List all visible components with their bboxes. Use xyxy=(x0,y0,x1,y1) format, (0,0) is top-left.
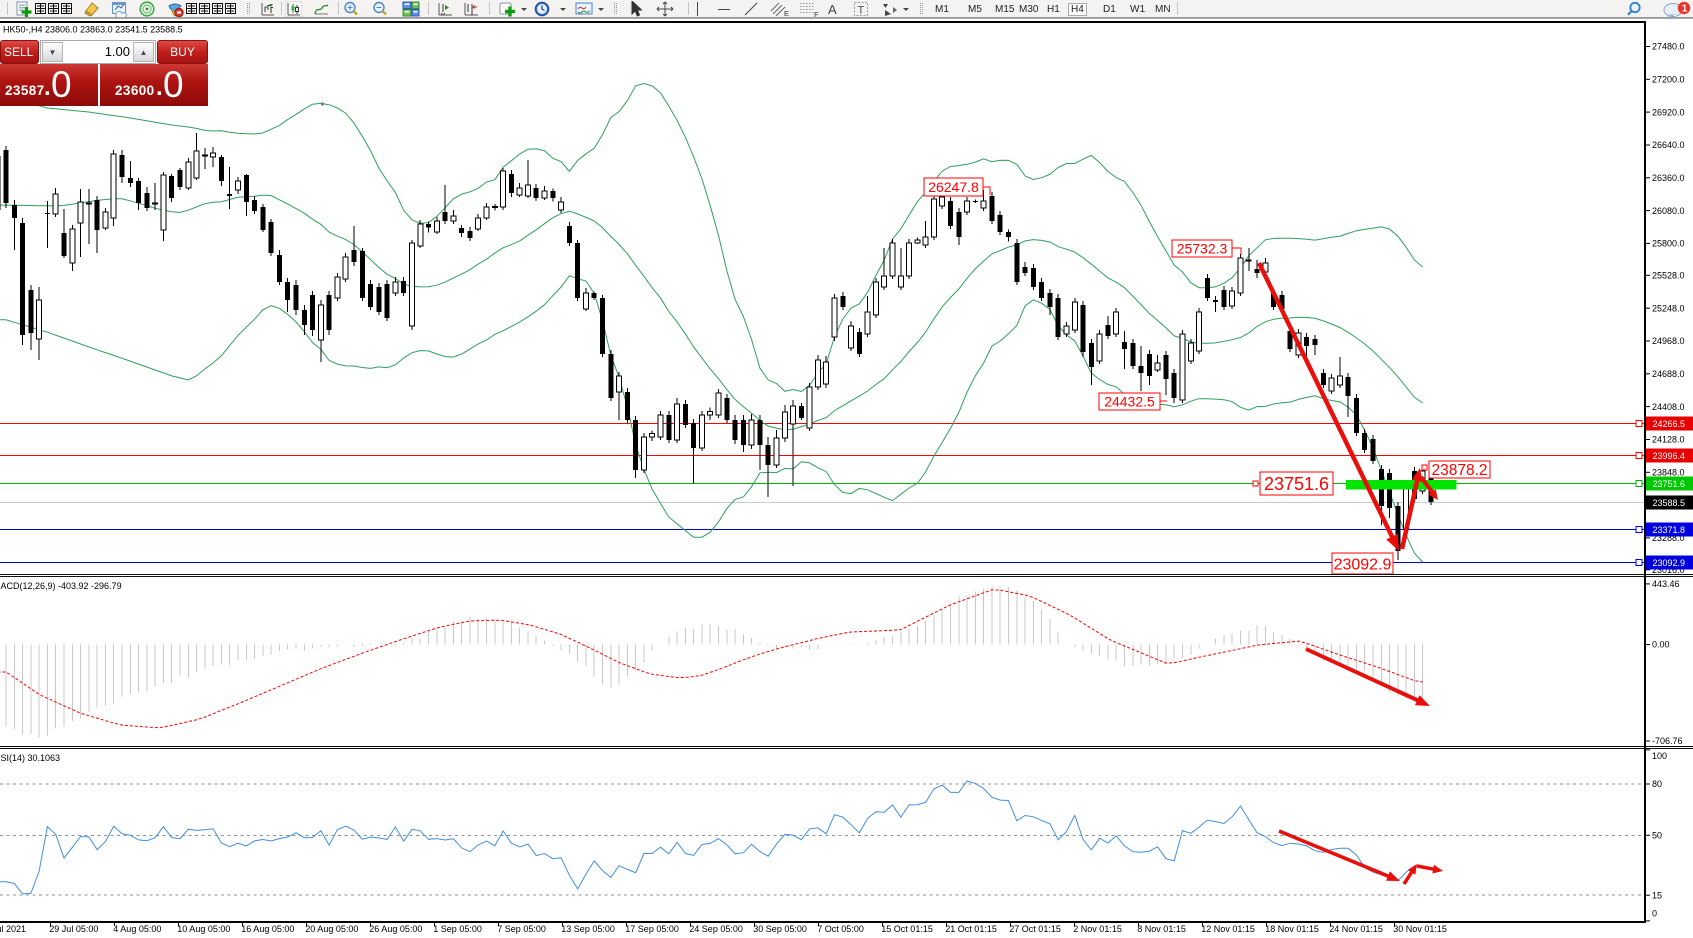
svg-text:23848.0: 23848.0 xyxy=(1652,468,1685,478)
svg-text:15 Oct 01:15: 15 Oct 01:15 xyxy=(881,924,933,934)
svg-text:24688.0: 24688.0 xyxy=(1652,369,1685,379)
svg-text:26640.0: 26640.0 xyxy=(1652,140,1685,150)
svg-text:HK50-,H4 23806.0 23863.0 2354: HK50-,H4 23806.0 23863.0 23541.5 23588.5 xyxy=(3,25,183,35)
svg-text:27480.0: 27480.0 xyxy=(1652,42,1685,52)
svg-text:26 Aug 05:00: 26 Aug 05:00 xyxy=(369,924,422,934)
svg-text:23751.6: 23751.6 xyxy=(1653,479,1686,489)
svg-text:Jul 2021: Jul 2021 xyxy=(0,924,26,934)
svg-text:23751.6: 23751.6 xyxy=(1264,474,1329,494)
svg-text:8 Nov 01:15: 8 Nov 01:15 xyxy=(1137,924,1186,934)
svg-text:27 Oct 01:15: 27 Oct 01:15 xyxy=(1009,924,1061,934)
svg-text:7 Oct 05:00: 7 Oct 05:00 xyxy=(817,924,864,934)
svg-text:0.00: 0.00 xyxy=(1652,640,1670,650)
svg-text:23092.9: 23092.9 xyxy=(1653,558,1686,568)
svg-text:100: 100 xyxy=(1652,751,1667,761)
svg-text:10 Aug 05:00: 10 Aug 05:00 xyxy=(177,924,230,934)
svg-text:24432.5: 24432.5 xyxy=(1104,394,1155,410)
svg-text:E: E xyxy=(784,9,789,18)
svg-text:30 Sep 05:00: 30 Sep 05:00 xyxy=(753,924,807,934)
svg-text:24408.0: 24408.0 xyxy=(1652,402,1685,412)
svg-text:26080.0: 26080.0 xyxy=(1652,206,1685,216)
svg-text:50: 50 xyxy=(1652,831,1662,841)
svg-text:23878.2: 23878.2 xyxy=(1431,462,1487,479)
svg-text:2 Nov 01:15: 2 Nov 01:15 xyxy=(1073,924,1122,934)
svg-text:23588.5: 23588.5 xyxy=(1653,498,1686,508)
svg-text:17 Sep 05:00: 17 Sep 05:00 xyxy=(625,924,679,934)
svg-text:4 Aug 05:00: 4 Aug 05:00 xyxy=(113,924,161,934)
svg-text:15: 15 xyxy=(1652,890,1662,900)
svg-text:0: 0 xyxy=(1652,909,1657,919)
svg-text:24 Sep 05:00: 24 Sep 05:00 xyxy=(689,924,743,934)
svg-text:23016.0: 23016.0 xyxy=(1652,565,1685,575)
svg-text:24 Nov 01:15: 24 Nov 01:15 xyxy=(1329,924,1383,934)
svg-text:F: F xyxy=(814,10,819,18)
svg-text:23371.8: 23371.8 xyxy=(1653,525,1686,535)
svg-text:23092.9: 23092.9 xyxy=(1334,556,1392,573)
svg-text:443.46: 443.46 xyxy=(1652,579,1680,589)
svg-text:24266.5: 24266.5 xyxy=(1653,419,1686,429)
svg-text:25732.3: 25732.3 xyxy=(1177,241,1228,257)
svg-text:-706.76: -706.76 xyxy=(1652,736,1683,746)
svg-text:21 Oct 01:15: 21 Oct 01:15 xyxy=(945,924,997,934)
svg-text:23996.4: 23996.4 xyxy=(1653,451,1686,461)
svg-text:80: 80 xyxy=(1652,779,1662,789)
svg-text:29 Jul 05:00: 29 Jul 05:00 xyxy=(49,924,98,934)
svg-text:7 Sep 05:00: 7 Sep 05:00 xyxy=(497,924,546,934)
svg-text:1: 1 xyxy=(1682,4,1688,15)
svg-text:RSI(14) 30.1063: RSI(14) 30.1063 xyxy=(0,753,60,763)
svg-text:16 Aug 05:00: 16 Aug 05:00 xyxy=(241,924,294,934)
svg-text:12 Nov 01:15: 12 Nov 01:15 xyxy=(1201,924,1255,934)
svg-text:18 Nov 01:15: 18 Nov 01:15 xyxy=(1265,924,1319,934)
svg-text:26360.0: 26360.0 xyxy=(1652,173,1685,183)
svg-text:24968.0: 24968.0 xyxy=(1652,336,1685,346)
svg-text:27200.0: 27200.0 xyxy=(1652,75,1685,85)
svg-text:26920.0: 26920.0 xyxy=(1652,107,1685,117)
svg-text:1 Sep 05:00: 1 Sep 05:00 xyxy=(433,924,482,934)
svg-text:T: T xyxy=(858,5,865,17)
svg-text:23288.0: 23288.0 xyxy=(1652,533,1685,543)
svg-text:30 Nov 01:15: 30 Nov 01:15 xyxy=(1393,924,1447,934)
svg-text:20 Aug 05:00: 20 Aug 05:00 xyxy=(305,924,358,934)
svg-text:24128.0: 24128.0 xyxy=(1652,435,1685,445)
svg-text:13 Sep 05:00: 13 Sep 05:00 xyxy=(561,924,615,934)
svg-text:25248.0: 25248.0 xyxy=(1652,303,1685,313)
svg-text:MACD(12,26,9) -403.92 -296.79: MACD(12,26,9) -403.92 -296.79 xyxy=(0,581,122,591)
svg-text:26247.8: 26247.8 xyxy=(928,179,979,195)
svg-text:25800.0: 25800.0 xyxy=(1652,239,1685,249)
svg-text:25528.0: 25528.0 xyxy=(1652,271,1685,281)
